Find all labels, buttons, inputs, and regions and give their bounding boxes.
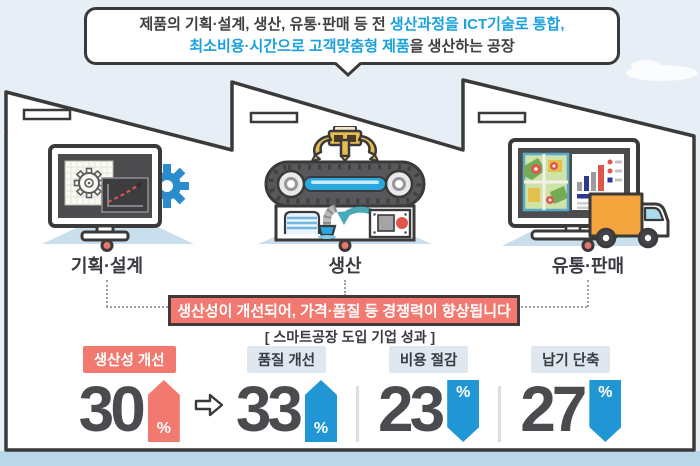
- percent-unit: %: [456, 384, 471, 401]
- percent-unit: %: [313, 420, 329, 437]
- nozzle: [317, 224, 337, 237]
- bubble-line1-highlight: 생산과정을 ICT기술로 통합,: [389, 15, 565, 33]
- stat-delivery: 납기 단축 27 %: [520, 346, 622, 445]
- step-label-production: 생산: [328, 256, 362, 276]
- map-thumbnail: [522, 152, 570, 212]
- chart-endpoint: [136, 182, 142, 188]
- cad-monitor-gear-icon: [42, 144, 194, 244]
- down-arrow-icon: %: [447, 380, 480, 442]
- step-label-planning: 기획·설계: [70, 256, 144, 276]
- stats-divider: [356, 386, 359, 442]
- drawn-gear-sketch: [73, 167, 105, 199]
- factory-roof-windows: [22, 108, 527, 124]
- stat-value: 23: [378, 373, 445, 445]
- robot-arm-conveyor-icon: [258, 126, 432, 244]
- stat-productivity: 생산성 개선 30 %: [79, 346, 180, 442]
- stat-value: 27: [520, 373, 587, 445]
- stat-value: 30: [78, 373, 146, 445]
- connector-line: [587, 280, 589, 307]
- stat-badge: 생산성 개선: [82, 346, 176, 373]
- chart-axes: [107, 184, 143, 207]
- connector-dot: [100, 239, 114, 252]
- percent-unit: %: [598, 384, 613, 401]
- up-arrow-icon: %: [147, 380, 180, 442]
- results-caption: [ 스마트공장 도입 기업 성과 ]: [264, 329, 436, 345]
- connector-line: [106, 280, 108, 307]
- definition-speech-bubble: 제품의 기획·설계, 생산, 유통·판매 등 전 생산과정을 ICT기술로 통합…: [84, 7, 620, 65]
- stat-value: 33: [235, 373, 303, 445]
- stat-quality: 품질 개선 33 %: [236, 346, 337, 442]
- down-arrow-icon: %: [589, 380, 622, 442]
- right-arrow-icon: [194, 393, 224, 417]
- robot-claw: [311, 126, 379, 162]
- stat-value-row: 27 %: [520, 373, 622, 445]
- stat-badge: 비용 절감: [388, 346, 469, 373]
- conveyor-tread: [268, 164, 422, 204]
- trend-chart-panel: [101, 177, 149, 213]
- connector-line: [106, 306, 168, 308]
- stat-value-row: 23 %: [378, 373, 480, 445]
- bubble-line2-highlight: 최소비용·시간으로 고객맞춤형 제품: [189, 38, 410, 55]
- step-label-distribution: 유통·판매: [551, 256, 625, 276]
- connector-dot: [338, 239, 352, 252]
- bubble-line1-text: 제품의 기획·설계, 생산, 유통·판매 등 전: [139, 15, 390, 33]
- stats-divider: [498, 386, 502, 442]
- panel-display: [377, 214, 395, 232]
- stat-value-row: 30 %: [78, 373, 180, 445]
- bubble-line-2: 최소비용·시간으로 고객맞춤형 제품을 생산하는 공장: [87, 36, 617, 59]
- stat-cost: 비용 절감 23 %: [378, 346, 480, 445]
- ground-strip: [0, 451, 700, 466]
- up-arrow-icon: %: [305, 380, 337, 442]
- rising-dashed-line: [107, 184, 140, 203]
- speech-bubble-tail: [334, 62, 362, 78]
- stat-badge: 품질 개선: [246, 346, 327, 373]
- connector-dot: [581, 239, 595, 252]
- connector-line: [344, 280, 346, 296]
- logistics-monitor-truck-icon: [502, 138, 670, 249]
- percent-unit: %: [156, 420, 171, 437]
- stat-value-row: 33 %: [235, 373, 337, 445]
- red-button: [396, 217, 408, 229]
- connector-line: [521, 306, 587, 308]
- stat-badge: 납기 단축: [531, 346, 611, 373]
- bubble-line2-text: 을 생산하는 공장: [409, 38, 515, 55]
- benefit-banner-text: 생산성이 개선되어, 가격·품질 등 경쟁력이 향상됩니다: [177, 303, 511, 320]
- benefit-banner: 생산성이 개선되어, 가격·품질 등 경쟁력이 향상됩니다: [168, 295, 520, 326]
- delivery-truck: [588, 192, 670, 249]
- bubble-line-1: 제품의 기획·설계, 생산, 유통·판매 등 전 생산과정을 ICT기술로 통합…: [87, 14, 617, 37]
- results-stats-row: 생산성 개선 30 % 품질 개선 33 % 비용 절감 23 %: [0, 346, 700, 442]
